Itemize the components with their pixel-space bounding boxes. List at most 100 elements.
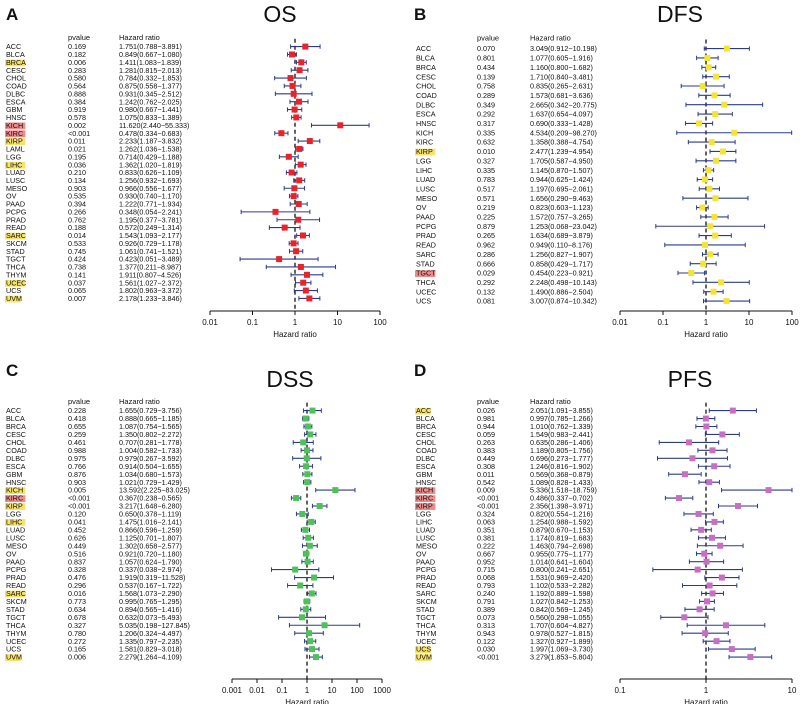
hazard-ratio-cell: 0.650(0.378−1.119) (119, 510, 181, 519)
hr-point (288, 51, 295, 58)
forest-row-tgct: TGCT 0.073 0.560(0.298−1.055) (416, 613, 709, 622)
pvalue-cell: 0.667 (477, 549, 495, 558)
hr-point (701, 550, 708, 557)
pvalue-cell: 0.381 (477, 533, 495, 542)
forest-row-luad: LUAD 0.783 0.944(0.625−1.424) (416, 175, 714, 184)
hazard-ratio-cell: 0.478(0.334−0.683) (119, 129, 182, 138)
forest-row-pcpg: PCPG 0.879 1.253(0.068−23.042) (416, 222, 766, 231)
hazard-ratio-cell: 0.569(0.368−0.879) (530, 470, 593, 479)
pvalue-cell: 0.634 (68, 605, 86, 614)
hr-point (278, 130, 285, 137)
hr-point (721, 101, 728, 108)
pvalue-cell: 0.059 (477, 430, 495, 439)
forest-row-lgg: LGG 0.120 0.650(0.378−1.119) (6, 510, 309, 519)
cancer-name: KIRC (6, 129, 23, 138)
hr-point (290, 240, 297, 247)
forest-row-ucec: UCEC 0.037 1.561(1.027−2.372) (5, 278, 312, 287)
hr-point (316, 503, 323, 509)
highlight-brca (5, 59, 26, 67)
cancer-name: THCA (416, 278, 436, 287)
hazard-ratio-cell: 0.980(0.667−1.441) (119, 105, 182, 114)
cancer-name: OV (6, 192, 17, 201)
hazard-ratio-cell: 1.075(0.833−1.389) (119, 113, 182, 122)
pvalue-cell: 0.021 (68, 145, 86, 154)
cancer-name: ESCA (6, 462, 26, 471)
hazard-ratio-cell: 0.944(0.625−1.424) (530, 175, 593, 184)
pvalue-cell: 0.564 (68, 82, 86, 91)
highlight-lihc (5, 161, 26, 169)
forest-row-lgg: LGG 0.327 1.705(0.587−4.950) (416, 156, 737, 165)
forest-row-sarc: SARC 0.014 1.543(1.093−2.177) (5, 231, 310, 240)
cancer-name: ACC (416, 44, 431, 53)
cancer-name: KIRP (6, 502, 23, 511)
hr-point (707, 251, 714, 258)
forest-row-ov: OV 0.516 0.921(0.720−1.180) (6, 549, 310, 558)
cancer-name: COAD (416, 446, 437, 455)
pvalue-cell: 0.535 (68, 192, 86, 201)
forest-row-hnsc: HNSC 0.317 0.690(0.333−1.428) (416, 119, 714, 128)
hr-point (722, 622, 729, 629)
hazard-ratio-cell: 1.656(0.290−9.463) (530, 194, 593, 203)
forest-row-luad: LUAD 0.351 0.879(0.670−1.153) (416, 525, 712, 534)
pvalue-cell: 0.263 (477, 438, 495, 447)
hr-point (276, 256, 283, 263)
forest-row-sarc: SARC 0.016 1.568(1.073−2.290) (5, 589, 317, 598)
forest-row-read: READ 0.188 0.572(0.249−1.314) (6, 223, 301, 232)
hazard-ratio-cell: 2.356(1.398−3.971) (530, 502, 593, 511)
cancer-name: COAD (6, 82, 27, 91)
hazard-ratio-cell: 1.362(1.020−1.819) (119, 160, 182, 169)
cancer-name: THYM (6, 270, 26, 279)
cancer-name: PAAD (416, 213, 435, 222)
cancer-name: THCA (6, 621, 26, 630)
cancer-name: LUSC (416, 533, 435, 542)
hr-point (305, 534, 312, 541)
hr-point (290, 90, 297, 97)
forest-row-chol: CHOL 0.461 0.707(0.281−1.778) (6, 438, 314, 447)
pvalue-cell: 0.070 (477, 44, 495, 53)
hr-point (712, 111, 719, 118)
pvalue-cell: 0.655 (68, 422, 86, 431)
highlight-kirp (415, 148, 436, 156)
cancer-name: STAD (416, 259, 435, 268)
pvalue-cell: 0.029 (477, 269, 495, 278)
hazard-ratio-cell: 0.926(0.729−1.178) (119, 239, 182, 248)
hr-point (302, 415, 309, 422)
forest-row-ov: OV 0.219 0.823(0.603−1.123) (416, 203, 709, 212)
x-tick-label: 100 (373, 318, 387, 327)
pvalue-cell: 0.981 (477, 414, 495, 423)
hr-point (706, 582, 713, 589)
hazard-ratio-cell: 1.125(0.701−1.807) (119, 533, 182, 542)
hazard-ratio-cell: 1.160(0.800−1.682) (530, 63, 593, 72)
hr-point (293, 114, 300, 121)
hr-point (285, 153, 292, 160)
hazard-ratio-cell: 0.537(0.167−1.722) (119, 581, 182, 590)
cancer-name: UVM (6, 653, 22, 662)
forest-row-tgct: TGCT 0.424 0.423(0.051−3.489) (6, 255, 319, 264)
hazard-ratio-cell: 0.978(0.527−1.815) (530, 629, 593, 638)
cancer-name: KICH (416, 486, 433, 495)
cancer-name: HNSC (6, 113, 26, 122)
cancer-name: BRCA (6, 58, 26, 67)
cancer-name: READ (6, 223, 26, 232)
pvalue-cell: 0.009 (477, 486, 495, 495)
forest-row-ucec: UCEC 0.272 1.335(0.797−2.235) (6, 637, 317, 646)
cancer-name: PRAD (416, 573, 436, 582)
hazard-ratio-cell: 1.655(0.729−3.756) (119, 406, 182, 415)
hr-point (709, 447, 716, 454)
cancer-name: UCEC (416, 287, 436, 296)
cancer-name: SKCM (416, 597, 437, 606)
forest-row-paad: PAAD 0.225 1.572(0.757−3.265) (416, 213, 729, 222)
forest-row-prad: PRAD 0.265 1.634(0.689−3.879) (416, 231, 732, 240)
forest-row-uvm: UVM 0.006 2.279(1.264−4.109) (5, 653, 323, 662)
forest-row-lusc: LUSC 0.381 1.174(0.819−1.683) (416, 533, 726, 542)
forest-row-dlbc: DLBC 0.449 0.696(0.273−1.777) (416, 454, 728, 463)
hazard-ratio-cell: 5.336(1.518−18.759) (530, 486, 597, 495)
pvalue-cell: 0.517 (477, 184, 495, 193)
hr-point (686, 439, 693, 446)
hazard-ratio-cell: 1.919(0.319−11.528) (119, 573, 185, 582)
hr-point (699, 83, 706, 89)
hazard-ratio-cell: 1.997(1.069−3.730) (530, 645, 593, 654)
hazard-ratio-cell: 1.253(0.068−23.042) (530, 222, 597, 231)
hr-point (307, 638, 314, 645)
hazard-ratio-cell: 0.914(0.504−1.655) (119, 462, 182, 471)
